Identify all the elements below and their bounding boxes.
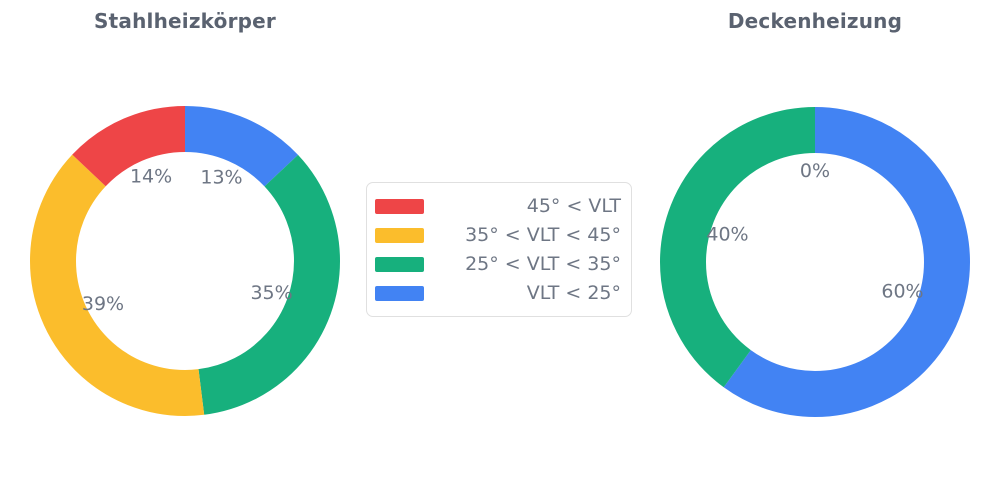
legend-swatch-green xyxy=(375,256,424,272)
legend-item-35-lt-vlt-lt-45[interactable]: 35° < VLT < 45° xyxy=(375,221,621,249)
legend-swatch-yellow xyxy=(375,227,424,243)
legend-box: 45° < VLT 35° < VLT < 45° 25° < VLT < 35… xyxy=(366,182,632,317)
legend-item-vlt-lt-25[interactable]: VLT < 25° xyxy=(375,279,621,307)
slice-percent-label: 35% xyxy=(250,282,292,304)
legend-label: 45° < VLT xyxy=(526,195,621,217)
donut-slice xyxy=(30,106,340,416)
legend-label: 35° < VLT < 45° xyxy=(465,224,621,246)
slice-percent-label: 60% xyxy=(881,280,923,302)
donut-chart-deckenheizung: 60% 40% 0% xyxy=(660,107,970,417)
legend-item-45-lt-vlt[interactable]: 45° < VLT xyxy=(375,192,621,220)
legend-item-25-lt-vlt-lt-35[interactable]: 25° < VLT < 35° xyxy=(375,250,621,278)
slice-percent-label: 13% xyxy=(200,167,242,189)
donut-chart-stahlheizkoerper: 13% 35% 39% 14% xyxy=(30,106,340,416)
chart-title-stahlheizkoerper: Stahlheizkörper xyxy=(94,9,276,33)
chart-title-deckenheizung: Deckenheizung xyxy=(727,9,903,33)
donut-slice xyxy=(30,106,340,416)
slice-percent-label: 40% xyxy=(706,224,748,246)
legend-swatch-blue xyxy=(375,285,424,301)
donut-slice xyxy=(30,106,340,416)
donut-slice xyxy=(660,107,970,417)
legend-label: VLT < 25° xyxy=(526,282,621,304)
legend-label: 25° < VLT < 35° xyxy=(465,253,621,275)
slice-percent-label: 39% xyxy=(82,293,124,315)
slice-percent-label: 14% xyxy=(130,166,172,188)
slice-percent-label: 0% xyxy=(800,160,830,182)
legend-swatch-red xyxy=(375,198,424,214)
